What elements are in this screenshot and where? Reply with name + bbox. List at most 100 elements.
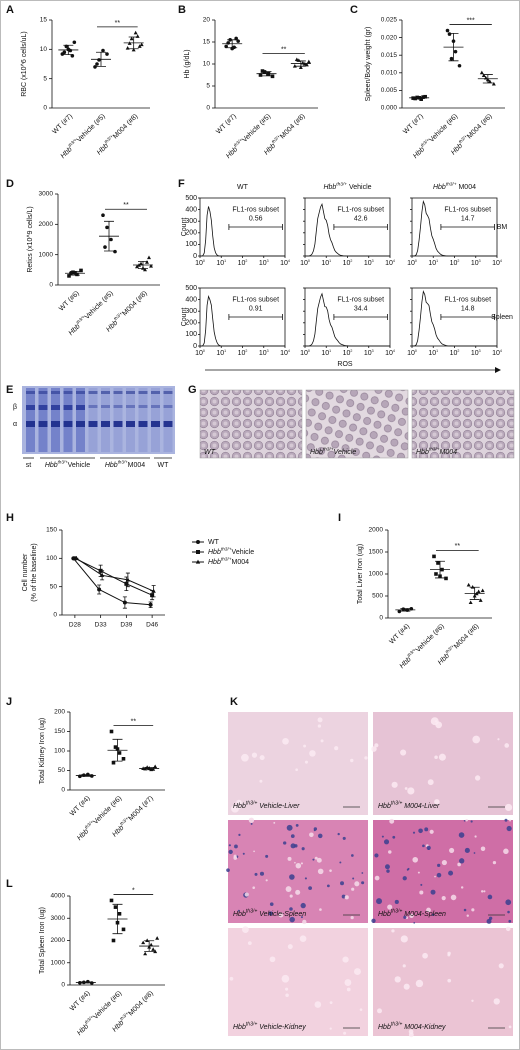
tissue-spot: [259, 779, 263, 783]
tissue-spot: [251, 752, 258, 758]
tissue-spot: [289, 907, 293, 911]
gate-label: FL1-ros subset: [232, 206, 279, 213]
tissue-spot: [471, 999, 474, 1002]
label: WT: [158, 462, 170, 469]
band-top: [113, 391, 123, 394]
y-tick-label: 200: [185, 230, 197, 237]
point: [71, 270, 75, 275]
tissue-spot: [450, 894, 457, 901]
tissue-spot: [300, 916, 303, 919]
point: [67, 274, 71, 278]
superscript: th3/+: [246, 801, 257, 807]
tissue-spot: [388, 850, 392, 854]
tissue-spot: [282, 737, 289, 745]
tissue-spot: [273, 821, 276, 824]
superscript: th3/+: [323, 447, 334, 453]
band-alpha: [88, 421, 98, 427]
tissue-spot: [252, 886, 256, 890]
sd-bar: [144, 940, 155, 952]
point: [105, 225, 109, 230]
superscript: th3/+: [446, 182, 457, 188]
x-tick-label: 102: [238, 259, 248, 267]
tissue-spot: [340, 881, 345, 886]
superscript: 4: [393, 259, 395, 263]
gate: [228, 224, 283, 230]
label-part: Vehicle-Spleen: [257, 911, 306, 918]
superscript: 0: [203, 349, 205, 353]
band-beta: [151, 405, 160, 408]
histology-image: [228, 712, 368, 815]
sd-bar: [138, 260, 148, 270]
point: [419, 97, 423, 101]
tissue-spot: [290, 843, 296, 849]
tissue-spot: [377, 1008, 382, 1014]
point: [145, 260, 149, 264]
lane: [76, 388, 85, 452]
tissue-spot: [244, 892, 249, 897]
tissue-spot: [419, 890, 424, 895]
tissue-spot: [434, 875, 436, 878]
y-tick-label: 0: [193, 343, 197, 350]
lane: [51, 388, 60, 452]
tissue-spot: [441, 860, 447, 866]
band-top: [51, 391, 60, 394]
tissue-spot: [458, 832, 465, 838]
point: [97, 58, 101, 62]
label-part: Hbb: [208, 549, 221, 556]
superscript: th3/+: [429, 447, 440, 453]
tissue-spot: [392, 835, 396, 839]
label-part: 10: [492, 350, 500, 357]
gate: [333, 224, 388, 230]
superscript: 1: [224, 259, 226, 263]
label-part: Hbb: [323, 184, 336, 191]
tissue-spot: [320, 739, 324, 743]
tissue-spot: [341, 894, 346, 899]
tissue-spot: [391, 781, 398, 788]
label-part: WT: [158, 462, 170, 469]
x-tick-label: 101: [428, 349, 438, 357]
tissue-spot: [434, 799, 440, 805]
tissue-spot: [459, 858, 465, 864]
tissue-spot: [231, 804, 239, 813]
point: [95, 62, 99, 66]
label-part: 10: [471, 260, 479, 267]
lane: [113, 388, 123, 452]
label-part: WT: [204, 449, 216, 456]
y-tick-label: 50: [58, 767, 66, 774]
point: [150, 593, 155, 598]
tissue-spot: [383, 839, 390, 845]
tissue-spot: [460, 886, 464, 889]
tissue-spot: [435, 721, 443, 729]
band-beta: [88, 405, 98, 408]
arrow-head: [495, 367, 501, 373]
tissue-spot: [447, 953, 451, 957]
tissue-spot: [228, 844, 231, 847]
lane: [88, 388, 98, 452]
tissue-spot: [457, 862, 461, 867]
tissue-spot: [473, 852, 476, 854]
point: [195, 559, 201, 564]
tissue-spot: [493, 998, 500, 1005]
point: [292, 64, 297, 68]
superscript: th3/+: [221, 547, 232, 553]
x-tick-label: 102: [343, 259, 353, 267]
label-part: Hbb: [233, 911, 246, 918]
histology-image: [373, 928, 513, 1036]
point: [121, 757, 126, 761]
tissue-spot: [508, 919, 512, 923]
x-tick-label: 100: [407, 259, 417, 267]
point: [196, 550, 200, 554]
label-part: 10: [428, 260, 436, 267]
point: [124, 581, 129, 586]
tissue-spot: [480, 846, 486, 852]
band-top: [163, 391, 173, 394]
point: [151, 947, 156, 951]
tissue-spot: [286, 824, 293, 831]
label-part: 10: [407, 260, 415, 267]
gate-percent: 14.8: [461, 306, 475, 313]
superscript: th3/+: [246, 909, 257, 915]
tissue-spot: [394, 899, 399, 905]
point: [72, 40, 77, 45]
sd-bar: [414, 96, 425, 99]
series-line: [72, 558, 151, 606]
